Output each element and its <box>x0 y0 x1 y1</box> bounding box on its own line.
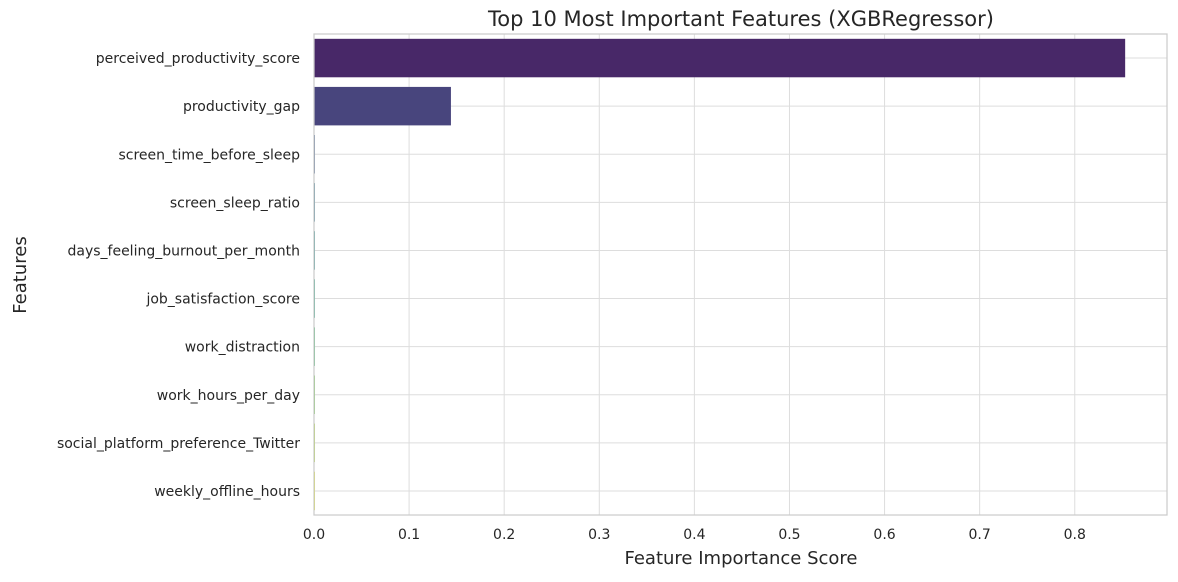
y-tick-label-3: screen_sleep_ratio <box>170 195 300 211</box>
bar-productivity-gap <box>314 86 451 126</box>
x-tick-label-0: 0.0 <box>303 527 325 543</box>
x-tick-label-7: 0.7 <box>969 527 991 543</box>
x-tick-label-4: 0.4 <box>683 527 705 543</box>
x-tick-label-8: 0.8 <box>1064 527 1086 543</box>
x-tick-label-6: 0.6 <box>873 527 895 543</box>
plot-frame <box>313 33 1168 516</box>
chart-title: Top 10 Most Important Features (XGBRegre… <box>487 7 994 31</box>
plot-area: perceived_productivity_score productivity… <box>57 33 1168 543</box>
y-tick-label-6: work_distraction <box>185 340 300 356</box>
y-tick-label-8: social_platform_preference_Twitter <box>57 436 300 452</box>
y-axis-title: Features <box>10 236 31 313</box>
x-axis-title: Feature Importance Score <box>624 548 857 569</box>
y-tick-label-7: work_hours_per_day <box>157 388 300 404</box>
x-tick-label-2: 0.2 <box>493 527 515 543</box>
x-tick-label-5: 0.5 <box>778 527 800 543</box>
y-tick-label-9: weekly_offline_hours <box>154 484 300 500</box>
x-tick-label-3: 0.3 <box>588 527 610 543</box>
y-tick-label-0: perceived_productivity_score <box>96 51 300 67</box>
y-tick-label-5: job_satisfaction_score <box>145 292 300 308</box>
y-tick-label-1: productivity_gap <box>183 99 300 115</box>
bar-perceived-productivity-score <box>314 38 1126 78</box>
y-tick-label-2: screen_time_before_sleep <box>118 147 300 163</box>
x-tick-label-1: 0.1 <box>398 527 420 543</box>
y-tick-label-4: days_feeling_burnout_per_month <box>67 243 300 259</box>
